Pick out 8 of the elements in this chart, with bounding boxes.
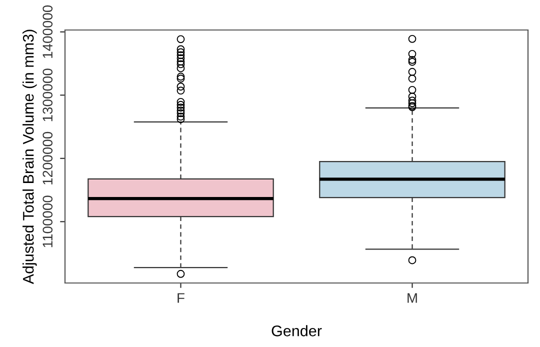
y-axis-title: Adjusted Total Brain Volume (in mm3) [22, 30, 37, 284]
x-tick-label: M [408, 293, 417, 303]
x-tick-label: F [178, 293, 184, 303]
y-tick-label: 1400000 [42, 5, 53, 58]
y-tick-label: 1300000 [42, 68, 53, 122]
y-tick-label: 1200000 [42, 132, 53, 184]
y-tick-label: 1100000 [42, 196, 53, 248]
x-axis-title: Gender [272, 325, 322, 336]
